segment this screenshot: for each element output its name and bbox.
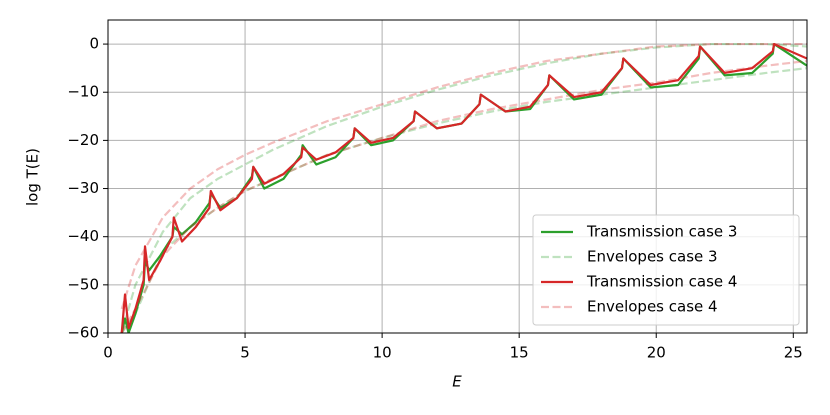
x-tick-label: 20: [647, 344, 666, 362]
x-tick-label: 15: [510, 344, 529, 362]
legend-box: [532, 214, 800, 326]
y-tick-label: −60: [67, 324, 99, 342]
x-tick-label: 25: [784, 344, 803, 362]
legend-label: Transmission case 3: [586, 223, 737, 241]
plot-lines: [120, 42, 807, 333]
x-tick-label: 5: [240, 344, 250, 362]
legend: Transmission case 3 Envelopes case 3 Trans…: [532, 214, 800, 326]
ticks: 0 5 10 15 20 25 −60 −50 −40 −30 −20 −10 0: [67, 35, 802, 362]
envelope-line: [120, 42, 807, 310]
legend-label: Transmission case 4: [586, 273, 737, 291]
envelope-line: [120, 67, 807, 333]
y-axis-label: log T(E): [24, 148, 42, 206]
y-tick-label: −20: [67, 131, 99, 149]
x-tick-label: 0: [103, 344, 113, 362]
legend-label: Envelopes case 3: [587, 248, 718, 266]
envelope-line: [120, 42, 807, 333]
y-tick-label: −10: [67, 83, 99, 101]
y-tick-label: −50: [67, 275, 99, 293]
plot-frame: [107, 19, 808, 334]
transmission-line: [120, 42, 807, 333]
legend-label: Envelopes case 4: [587, 298, 718, 316]
y-tick-label: −30: [67, 179, 99, 197]
x-tick-label: 10: [373, 344, 392, 362]
y-tick-label: −40: [67, 227, 99, 245]
y-tick-label: 0: [89, 35, 99, 53]
envelope-line: [120, 59, 807, 333]
x-axis-label: E: [452, 373, 462, 391]
